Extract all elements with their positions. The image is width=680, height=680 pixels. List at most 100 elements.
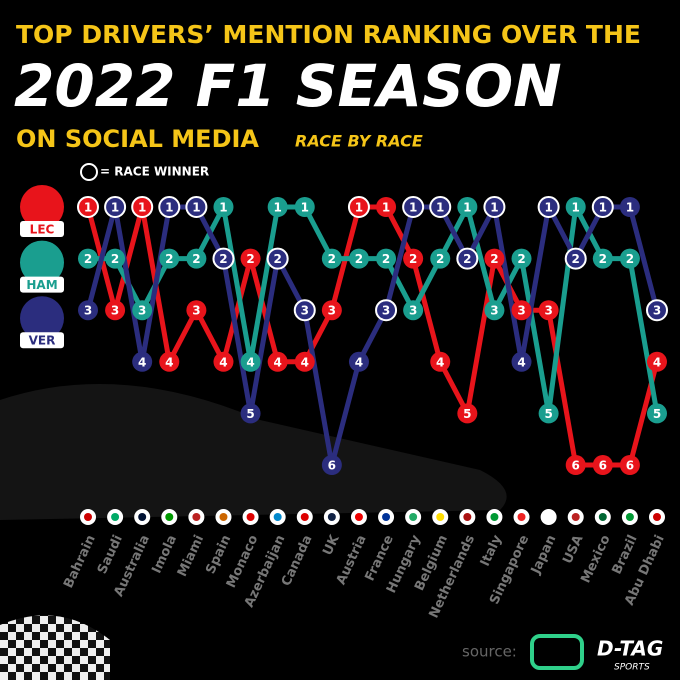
value-label: 2 (490, 252, 498, 266)
winner-marker (77, 196, 99, 218)
marker (647, 403, 667, 424)
flag-icon-center (354, 513, 363, 521)
marker (132, 351, 153, 372)
value-label: 3 (111, 304, 119, 318)
car-silhouette (0, 384, 507, 520)
flag-icon-center (300, 513, 309, 521)
winner-marker (564, 247, 587, 270)
value-label: 1 (192, 201, 200, 215)
source: source: (462, 643, 517, 661)
value-label: 3 (138, 304, 146, 318)
value-label: 1 (84, 201, 92, 215)
value-label: 3 (409, 304, 417, 318)
flag-icon-center (517, 513, 526, 521)
brand: D-TAG (597, 637, 663, 661)
flag-icon-center (653, 513, 661, 521)
legend-label: HAM (26, 278, 57, 292)
legend-label-box (20, 276, 64, 293)
winner-marker (375, 299, 398, 322)
flag-icon-center (219, 513, 228, 521)
value-label: 6 (599, 459, 607, 473)
legend-avatar (20, 296, 64, 341)
value-label: 2 (246, 252, 254, 266)
marker (376, 248, 397, 269)
value-label: 3 (653, 304, 661, 318)
value-label: 3 (328, 304, 336, 318)
winner-marker (456, 247, 479, 270)
value-label: 2 (599, 252, 607, 266)
marker (457, 197, 478, 217)
marker (294, 197, 315, 217)
winner-legend-icon (80, 163, 98, 181)
x-tick-label: UK (320, 532, 343, 558)
marker (321, 300, 342, 321)
marker (565, 197, 586, 217)
flag-icon-center (409, 513, 418, 521)
value-label: 4 (219, 355, 227, 369)
value-label: 5 (246, 407, 254, 421)
winner-marker (402, 196, 425, 218)
value-label: 1 (463, 201, 471, 215)
value-label: 2 (328, 252, 336, 266)
winner-marker (483, 196, 506, 218)
value-label: 1 (301, 201, 309, 215)
marker (538, 300, 559, 321)
legend-avatar (20, 240, 64, 285)
marker (132, 300, 153, 321)
value-label: 2 (409, 252, 417, 266)
flag-icon-center (490, 513, 499, 521)
value-label: 4 (517, 355, 525, 369)
value-label: 5 (544, 407, 552, 421)
winner-marker (158, 196, 181, 218)
value-label: 2 (192, 252, 200, 266)
legend-note: = RACE WINNER (100, 165, 209, 179)
marker (619, 455, 640, 475)
value-label: 4 (273, 355, 281, 369)
value-label: 1 (572, 201, 580, 215)
subtitle3: RACE BY RACE (295, 132, 423, 151)
value-label: 1 (138, 201, 146, 215)
value-label: 3 (192, 304, 200, 318)
value-label: 2 (84, 252, 92, 266)
marker (348, 351, 369, 372)
brand-logo (530, 634, 584, 670)
marker (240, 248, 261, 269)
marker (267, 351, 288, 372)
marker (484, 300, 505, 321)
flag-icon-center (625, 513, 634, 521)
marker (78, 300, 98, 321)
flag-icon-center (571, 513, 580, 521)
value-label: 2 (355, 252, 363, 266)
value-label: 1 (490, 201, 498, 215)
flag-icon-center (598, 513, 607, 521)
winner-marker (266, 247, 289, 270)
flag-icon-center (84, 513, 92, 521)
value-label: 1 (111, 201, 119, 215)
marker (430, 248, 451, 269)
flag-icon-center (138, 513, 147, 521)
winner-marker (293, 299, 316, 322)
marker (159, 351, 180, 372)
x-tick-label: Italy (478, 532, 506, 569)
value-label: 4 (653, 355, 661, 369)
value-label: 4 (301, 355, 309, 369)
subtitle: 2022 F1 SEASON (14, 52, 562, 120)
marker (430, 351, 451, 372)
flag-icon-center (246, 513, 255, 521)
marker (213, 197, 234, 217)
winner-marker (131, 196, 154, 218)
marker (186, 248, 207, 269)
value-label: 2 (463, 252, 471, 266)
flag-icon-center (165, 513, 174, 521)
value-label: 3 (490, 304, 498, 318)
winner-marker (646, 299, 668, 322)
subtitle2: ON SOCIAL MEDIA (16, 125, 259, 153)
flag-icon-center (382, 513, 391, 521)
title: TOP DRIVERS’ MENTION RANKING OVER THE (16, 20, 641, 49)
marker (105, 248, 126, 269)
marker (348, 248, 369, 269)
marker (321, 248, 342, 269)
winner-marker (347, 196, 370, 218)
marker (78, 248, 98, 269)
value-label: 2 (382, 252, 390, 266)
